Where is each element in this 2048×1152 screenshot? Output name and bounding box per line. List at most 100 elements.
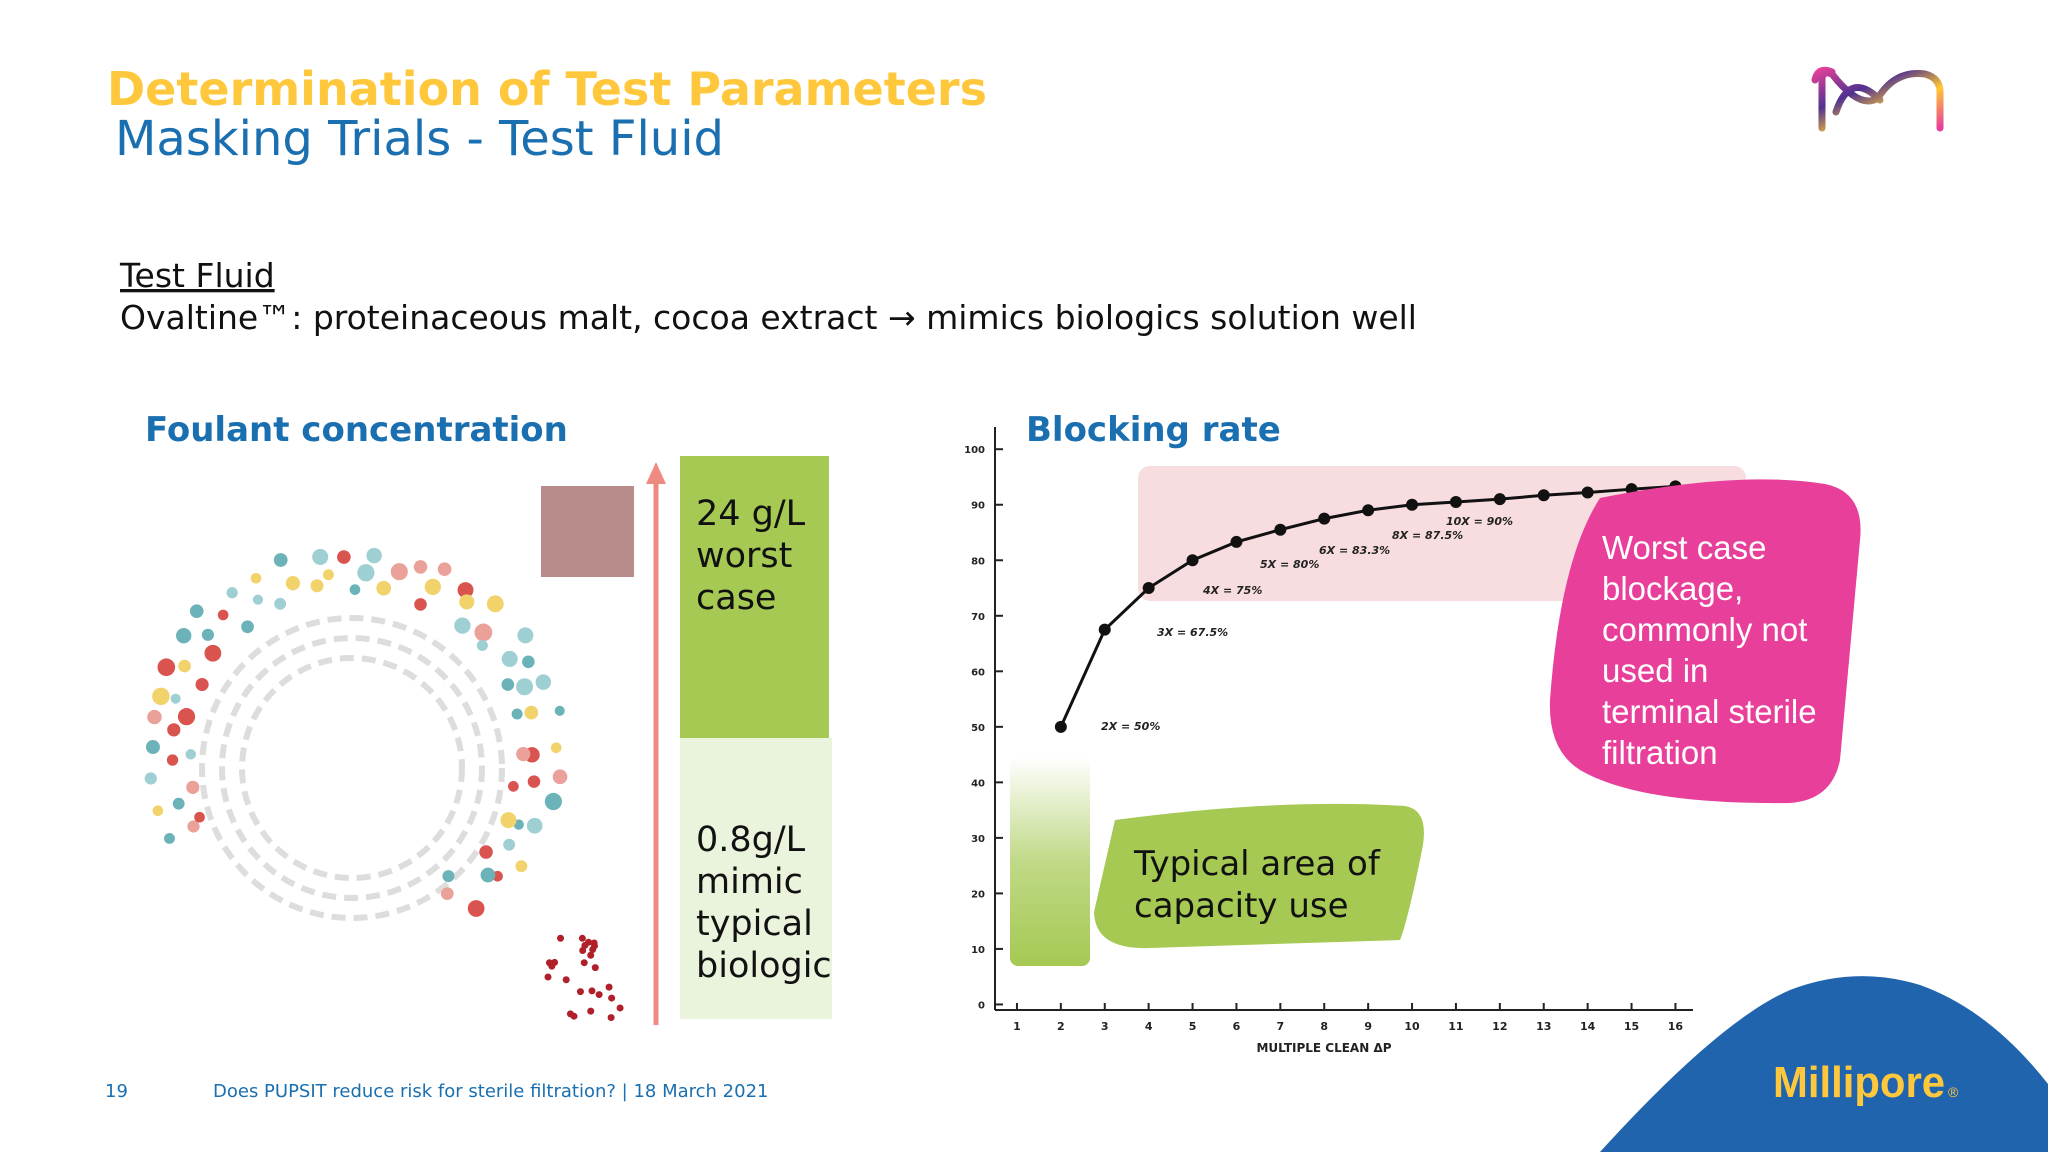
data-point (1581, 486, 1594, 499)
particle (605, 983, 613, 991)
particle (503, 838, 516, 851)
label-line: mimic (696, 862, 803, 902)
particle (152, 687, 170, 706)
point-annotation: 6X = 83.3% (1319, 544, 1390, 557)
y-tick-label: 50 (971, 723, 985, 734)
particle (516, 678, 534, 696)
title: Determination of Test Parameters (107, 62, 987, 116)
label-line: 24 g/L (696, 494, 806, 534)
brand-mark: ® (1948, 1084, 1959, 1100)
particle (578, 934, 586, 942)
particle (589, 945, 597, 953)
low-concentration-box (680, 738, 832, 1019)
point-annotation: 8X = 87.5% (1392, 529, 1463, 542)
particle (164, 832, 175, 844)
particle (252, 594, 264, 605)
particle (566, 1010, 574, 1018)
data-point (1186, 554, 1199, 567)
y-tick-label: 30 (971, 834, 985, 845)
particle (312, 548, 329, 565)
label-line: filtration (1602, 734, 1718, 771)
particle (516, 746, 531, 762)
particle (241, 620, 254, 634)
label-line: terminal sterile (1602, 693, 1817, 730)
particle (474, 623, 493, 642)
particle (590, 939, 598, 947)
particle (616, 1004, 624, 1012)
particle (194, 811, 205, 823)
x-tick-label: 7 (1277, 1020, 1285, 1033)
particle (454, 617, 471, 634)
y-tick-label: 40 (971, 778, 985, 789)
particle (322, 569, 334, 581)
x-tick-label: 6 (1233, 1020, 1241, 1033)
particle (554, 705, 565, 716)
particle (186, 780, 200, 794)
particle (515, 860, 528, 873)
particle (591, 964, 599, 972)
particle (147, 709, 162, 725)
particle (437, 562, 452, 577)
x-tick-label: 15 (1624, 1020, 1639, 1033)
particle (517, 627, 534, 644)
callout-typical (1094, 803, 1424, 949)
particle (187, 820, 200, 833)
particle (526, 817, 543, 834)
particle (310, 579, 324, 593)
capacity-highlight (1010, 757, 1090, 966)
particle (366, 547, 382, 564)
particle (390, 563, 408, 581)
sparse-foulant-illustration (544, 934, 624, 1022)
particle (195, 677, 209, 692)
particle (508, 781, 519, 792)
particle (424, 578, 441, 596)
x-tick-label: 16 (1668, 1020, 1684, 1033)
x-tick-label: 1 (1013, 1020, 1021, 1033)
page-number: 19 (105, 1081, 128, 1102)
particle (457, 582, 474, 599)
y-tick-label: 10 (971, 945, 985, 956)
particle (145, 740, 160, 755)
section-heading: Foulant concentration (145, 410, 568, 450)
particle (501, 650, 518, 667)
particle (524, 705, 539, 720)
intro-text: Ovaltine™: proteinaceous malt, cocoa ext… (120, 298, 1417, 337)
particle (177, 708, 196, 726)
x-tick-label: 9 (1364, 1020, 1372, 1033)
y-tick-label: 80 (971, 556, 985, 567)
particle (557, 934, 565, 942)
particle (167, 723, 181, 737)
x-tick-label: 11 (1448, 1020, 1463, 1033)
particle (459, 594, 475, 610)
data-point (1406, 498, 1419, 511)
particle (285, 576, 301, 591)
data-point (1449, 495, 1462, 508)
particle (176, 627, 192, 644)
particle (414, 598, 427, 611)
footer-text: Does PUPSIT reduce risk for sterile filt… (213, 1081, 769, 1102)
intro-heading: Test Fluid (119, 256, 275, 295)
particle (551, 958, 559, 966)
particle (226, 587, 238, 599)
label-line: used in (1602, 652, 1708, 689)
data-point (1362, 504, 1375, 517)
y-tick-label: 90 (971, 501, 985, 512)
particle (152, 805, 164, 817)
particle (476, 639, 488, 652)
callout-worst (1549, 479, 1861, 804)
particle (501, 678, 515, 691)
label-line: Worst case (1602, 529, 1766, 566)
data-point (1493, 493, 1506, 506)
particle (511, 708, 523, 720)
point-annotation: 2X = 50% (1101, 720, 1160, 733)
subtitle: Masking Trials - Test Fluid (115, 111, 724, 167)
high-concentration-box (680, 456, 829, 738)
particle (581, 941, 589, 949)
data-point (1098, 623, 1111, 636)
particle (349, 584, 361, 595)
point-annotation: 10X = 90% (1446, 515, 1513, 528)
particle (178, 659, 191, 673)
x-tick-label: 13 (1536, 1020, 1551, 1033)
particle (522, 655, 535, 669)
